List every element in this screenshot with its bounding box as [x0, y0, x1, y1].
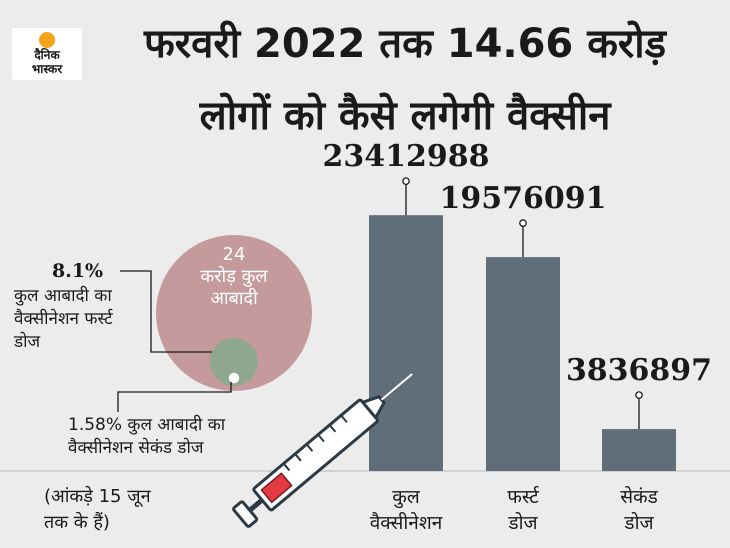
category-label-2-line-1: फर्स्ट	[507, 486, 539, 508]
population-value: 24	[222, 244, 246, 265]
population-caption: आबादी	[210, 288, 258, 309]
second-dose-line2: वैक्सीनेशन सेकंड डोज	[68, 438, 204, 458]
bar-value-label-3: 3836897	[565, 353, 713, 389]
category-label-3: सेकंड डोज	[579, 484, 699, 536]
category-label-3-line-1: सेकंड	[620, 486, 658, 508]
bar-leader-dot-3	[635, 391, 643, 399]
first-dose-line1: कुल आबादी का	[14, 286, 112, 306]
title-line1: फरवरी 2022 तक 14.66 करोड़	[143, 21, 667, 67]
bar-leader-dot-1	[402, 177, 410, 186]
logo-text-line2: भास्कर	[31, 62, 63, 76]
first-dose-percent: 8.1%	[52, 260, 104, 282]
bar-value-label-1: 23412988	[322, 139, 490, 175]
footnote-line2: तक के हैं)	[44, 512, 110, 533]
sun-icon	[39, 32, 55, 48]
bar-2	[486, 257, 560, 471]
bar-1	[369, 215, 443, 471]
category-label-2-line-2: डोज	[508, 512, 538, 534]
second-dose-leader	[117, 382, 232, 412]
logo-text-line1: दैनिक	[34, 48, 60, 62]
second-dose-caption: 1.58% कुल आबादी का वैक्सीनेशन सेकंड डोज	[68, 414, 225, 460]
first-dose-line3: डोज	[14, 332, 41, 352]
bar-leader-dot-2	[519, 219, 527, 227]
footnote-line1: (आंकड़े 15 जून	[44, 486, 151, 507]
bar-3	[602, 429, 676, 471]
second-dose-line1: 1.58% कुल आबादी का	[68, 415, 226, 435]
data-date-note: (आंकड़े 15 जून तक के हैं)	[44, 484, 151, 536]
category-label-1: कुल वैक्सीनेशन	[346, 484, 466, 536]
first-dose-caption: कुल आबादी का वैक्सीनेशन फर्स्ट डोज	[14, 285, 113, 354]
first-dose-line2: वैक्सीनेशन फर्स्ट	[14, 309, 113, 329]
category-label-3-line-2: डोज	[624, 512, 654, 534]
first-dose-circle	[210, 338, 258, 386]
population-circle-label: 24 करोड़ कुल आबादी	[174, 244, 294, 310]
bar-value-label-2: 19576091	[439, 181, 607, 217]
category-label-2: फर्स्ट डोज	[463, 484, 583, 536]
syringe-illustration	[232, 373, 413, 528]
category-label-1-line-2: वैक्सीनेशन	[369, 512, 443, 534]
title-line2: लोगों को कैसे लगेगी वैक्सीन	[199, 93, 611, 139]
population-unit: करोड़ कुल	[200, 266, 268, 287]
second-dose-circle	[227, 371, 241, 385]
first-dose-leader	[120, 270, 212, 353]
category-label-1-line-1: कुल	[392, 486, 420, 508]
dainik-bhaskar-logo: दैनिक भास्कर	[12, 28, 82, 80]
